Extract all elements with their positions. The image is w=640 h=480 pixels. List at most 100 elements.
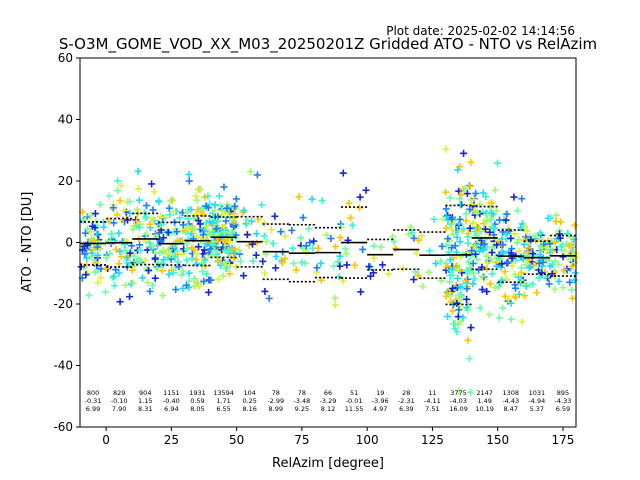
scatter-point [200, 246, 208, 254]
scatter-point [165, 270, 173, 278]
scatter-point [454, 274, 462, 282]
y-axis: -60 -40 -20 0 20 40 60 [53, 51, 80, 434]
bin-mean-label: -4.33 [555, 397, 572, 405]
scatter-point [365, 263, 373, 271]
scatter-point [491, 186, 499, 194]
scatter-point [214, 257, 222, 265]
scatter-point [496, 216, 504, 224]
bin-std-label: 5.37 [530, 405, 544, 413]
scatter-point [135, 196, 143, 204]
scatter-point [232, 195, 240, 203]
scatter-point [166, 250, 174, 258]
bin-count-label: 1308 [502, 389, 519, 397]
bin-count-label: 800 [87, 389, 99, 397]
scatter-point [539, 258, 547, 266]
scatter-point [299, 244, 307, 252]
scatter-point [560, 266, 568, 274]
bin-mean-label: -4.43 [502, 397, 519, 405]
scatter-point [370, 242, 378, 250]
scatter-point [187, 206, 195, 214]
scatter-point [269, 239, 277, 247]
scatter-point [463, 190, 471, 198]
scatter-point [164, 254, 172, 262]
scatter-point [183, 281, 191, 289]
scatter-point [466, 182, 474, 190]
y-tick-label: -20 [53, 297, 73, 311]
scatter-point [157, 212, 165, 220]
x-tick-label: 75 [294, 433, 309, 447]
scatter-point [551, 285, 559, 293]
scatter-point [83, 225, 91, 233]
bin-count-label: 829 [113, 389, 125, 397]
scatter-point [200, 210, 208, 218]
scatter-point [278, 259, 286, 267]
scatter-point [522, 261, 530, 269]
scatter-point [240, 272, 248, 280]
scatter-point [141, 256, 149, 264]
scatter-point [185, 177, 193, 185]
scatter-point [182, 229, 190, 237]
scatter-point [533, 289, 541, 297]
scatter-point [208, 219, 216, 227]
scatter-point [378, 261, 386, 269]
scatter-point [272, 252, 280, 260]
scatter-point [414, 272, 422, 280]
scatter-point [520, 240, 528, 248]
scatter-point [126, 209, 134, 217]
scatter-point [214, 276, 222, 284]
plot-date: Plot date: 2025-02-02 14:14:56 [386, 24, 575, 38]
scatter-point [179, 284, 187, 292]
scatter-point [313, 264, 321, 272]
scatter-point [230, 218, 238, 226]
scatter-point [444, 216, 452, 224]
scatter-point [133, 218, 141, 226]
scatter-point [221, 226, 229, 234]
scatter-point [538, 236, 546, 244]
scatter-point [202, 202, 210, 210]
scatter-point [113, 211, 121, 219]
x-tick-label: 150 [486, 433, 509, 447]
bin-std-label: 8.12 [321, 405, 335, 413]
scatter-point [442, 292, 450, 300]
scatter-point [478, 272, 486, 280]
scatter-point [419, 282, 427, 290]
scatter-point [219, 272, 227, 280]
scatter-point [499, 304, 507, 312]
scatter-point [480, 240, 488, 248]
scatter-point [465, 355, 473, 363]
scatter-point [463, 304, 471, 312]
bin-mean-label: -0.01 [346, 397, 363, 405]
scatter-point [516, 270, 524, 278]
bin-count-label: 11 [428, 389, 436, 397]
bin-mean-label: -3.96 [372, 397, 389, 405]
scatter-point [511, 230, 519, 238]
scatter-point [503, 210, 511, 218]
scatter-point [334, 258, 342, 266]
scatter-point [243, 231, 251, 239]
scatter-point [473, 229, 481, 237]
scatter-point [425, 268, 433, 276]
scatter-point [299, 214, 307, 222]
scatter-point [486, 228, 494, 236]
scatter-point [507, 234, 515, 242]
bin-std-label: 6.94 [164, 405, 178, 413]
scatter-point [517, 224, 525, 232]
scatter-point [448, 244, 456, 252]
scatter-point [83, 269, 91, 277]
scatter-point [161, 214, 169, 222]
scatter-point [130, 252, 138, 260]
bin-count-label: 13594 [213, 389, 234, 397]
scatter-point [498, 248, 506, 256]
scatter-point [466, 224, 474, 232]
bin-mean-label: 0.59 [190, 397, 204, 405]
scatter-point [117, 182, 125, 190]
scatter-point [512, 293, 520, 301]
scatter-point [469, 269, 477, 277]
scatter-point [410, 234, 418, 242]
x-tick-label: 125 [421, 433, 444, 447]
scatter-point [512, 256, 520, 264]
scatter-point [488, 270, 496, 278]
scatter-point [557, 243, 565, 251]
scatter-point [466, 205, 474, 213]
